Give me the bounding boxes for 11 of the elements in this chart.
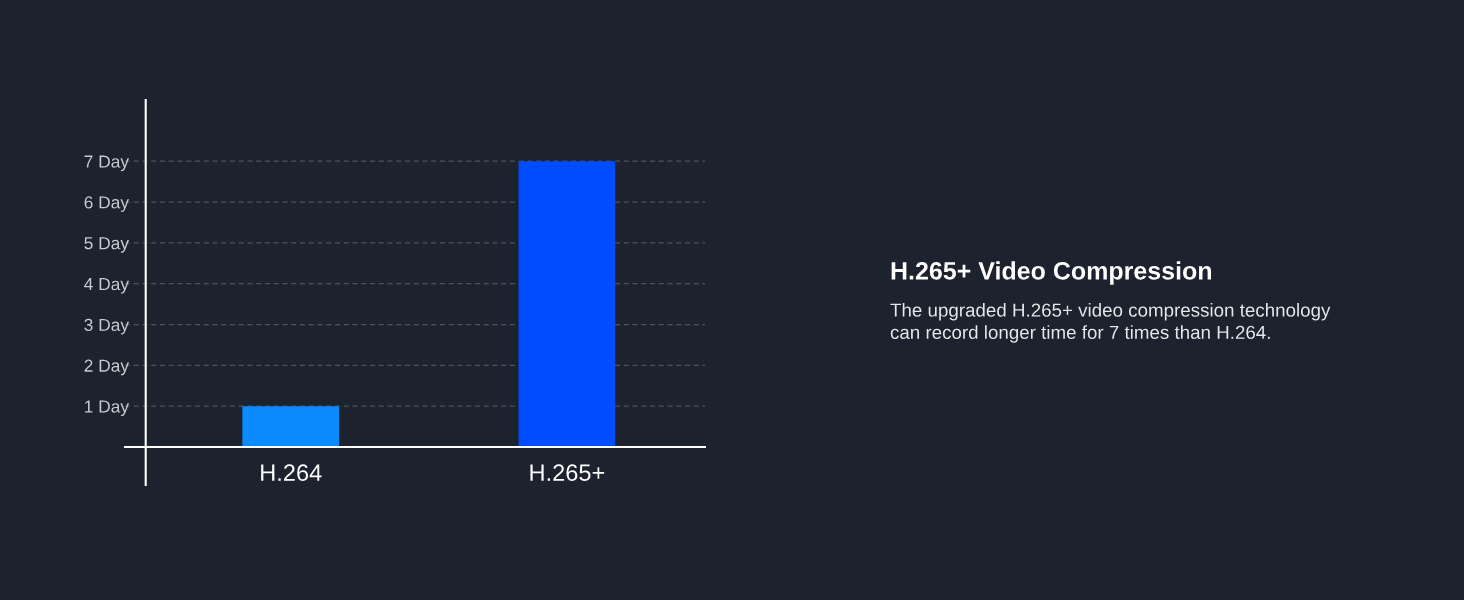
y-tick-label: 2 Day (84, 359, 130, 376)
y-tick-label: 4 Day (84, 278, 130, 294)
y-tick-label: 5 Day (84, 237, 130, 253)
text: H.265+ Video Compression (891, 261, 1212, 285)
y-tick-label: 7 Day (84, 155, 130, 172)
text: The upgraded H.265+ video compression technology can record longer time for 7 times than H.264. (890, 303, 1331, 343)
x-tick-label: H.264 (261, 464, 322, 482)
y-tick-label: 1 Day (85, 400, 130, 417)
y-tick-label: 3 Day (84, 318, 130, 335)
y-tick-label: 6 Day (84, 196, 130, 212)
x-tick-label: H.265+ (530, 464, 605, 482)
